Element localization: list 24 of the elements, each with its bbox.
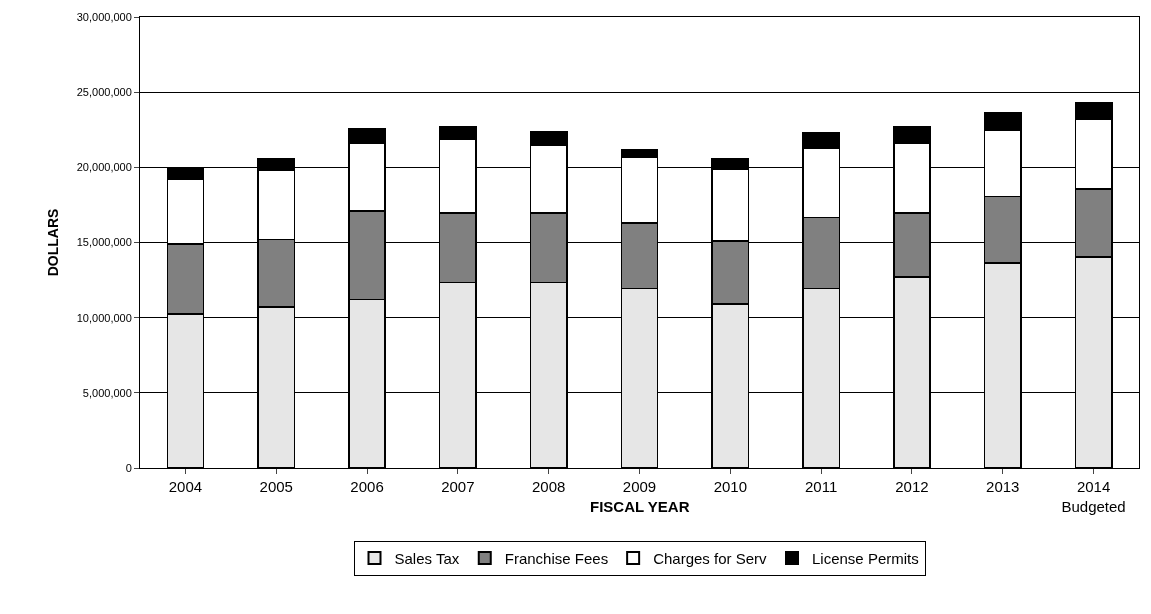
x-tick-label: 2011 (805, 478, 838, 495)
legend-label: License Permits (812, 549, 919, 567)
x-tick-label: 2010 (713, 478, 748, 495)
x-tick-label: 2014 Budgeted (1061, 478, 1126, 515)
y-tick-label: 15,000,000 (76, 236, 132, 249)
y-tick-label: 10,000,000 (76, 311, 132, 324)
y-axis-title: DOLLARS (45, 208, 62, 277)
x-tick-label: 2005 (259, 478, 293, 495)
legend-label: Sales Tax (394, 549, 460, 567)
x-tick-label: 2013 (986, 478, 1020, 495)
y-tick-label: 5,000,000 (82, 386, 132, 399)
legend-label: Franchise Fees (504, 549, 609, 567)
y-tick-label: 25,000,000 (76, 86, 132, 99)
y-tick-label: 20,000,000 (76, 161, 132, 174)
y-tick-label: 30,000,000 (76, 10, 132, 23)
x-tick-label: 2012 (895, 478, 929, 495)
x-tick-label: 2004 (168, 478, 203, 495)
x-tick-label: 2007 (441, 478, 475, 495)
x-axis-title: FISCAL YEAR (590, 498, 690, 515)
x-tick-label: 2008 (531, 478, 566, 495)
x-tick-label: 2009 (622, 478, 657, 495)
y-tick-label: 0 (125, 461, 132, 474)
x-tick-label: 2006 (350, 478, 384, 495)
legend-label: Charges for Serv (653, 549, 768, 567)
